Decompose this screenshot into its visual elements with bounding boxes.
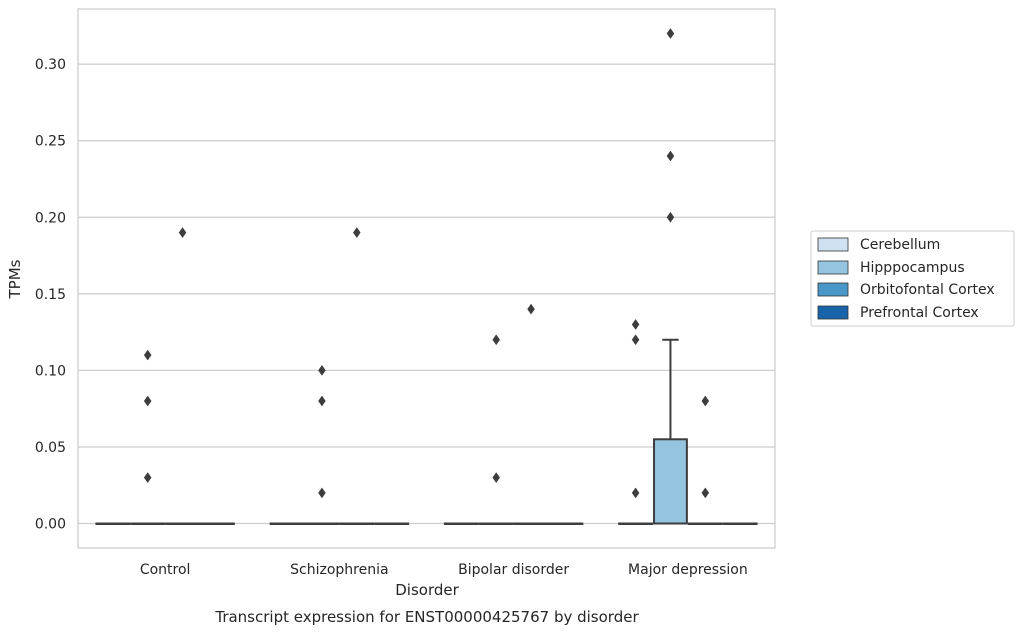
legend-label-orbitofrontal: Orbitofontal Cortex <box>860 282 995 298</box>
legend-swatch-hippocampus <box>817 260 849 275</box>
y-tick-label: 0.30 <box>35 57 66 73</box>
outlier-point <box>527 303 535 315</box>
outlier-point <box>143 395 152 407</box>
x-tick-labels: Control Schizophrenia Bipolar disorder Majo… <box>140 562 748 578</box>
outlier-point <box>318 395 326 407</box>
box-schizophrenia-hipppocampus <box>304 364 340 525</box>
outlier-point <box>143 472 152 483</box>
outlier-point <box>631 319 640 330</box>
outlier-point <box>143 349 152 361</box>
box-control-cerebellum <box>95 522 131 525</box>
legend-swatch-cerebellum <box>817 237 849 252</box>
box-bipolar-disorder-orbitofontal-cortex <box>513 303 549 525</box>
box-major-depression-orbitofontal-cortex <box>687 395 723 525</box>
y-tick-label: 0.25 <box>35 134 66 150</box>
box-marks <box>95 28 758 525</box>
outlier-point <box>631 334 640 346</box>
outlier-point <box>178 227 187 238</box>
legend: Cerebellum Hipppocampus Orbitofontal Cor… <box>810 230 1015 327</box>
x-tick-label-schizophrenia: Schizophrenia <box>290 562 388 578</box>
legend-frame <box>810 230 1015 327</box>
box-control-hipppocampus <box>130 349 166 525</box>
y-tick-label: 0.00 <box>35 517 66 533</box>
outlier-point <box>666 28 675 39</box>
outlier-point <box>701 487 710 499</box>
outlier-point <box>318 364 326 376</box>
box-major-depression-hipppocampus <box>653 28 688 525</box>
outlier-point <box>492 334 501 346</box>
legend-swatch-prefrontal <box>817 305 849 320</box>
y-tick-labels: 0.00 0.05 0.10 0.15 0.20 0.25 0.30 <box>35 57 66 532</box>
box-bipolar-disorder-prefrontal-cortex <box>548 522 584 525</box>
x-tick-label-major-depression: Major depression <box>628 562 748 578</box>
chart-title: Transcript expression for ENST0000042576… <box>214 608 639 626</box>
x-tick-label-control: Control <box>140 562 191 578</box>
plot-area-frame <box>77 8 776 549</box>
outlier-point <box>701 395 710 407</box>
legend-label-cerebellum: Cerebellum <box>860 237 940 253</box>
box-schizophrenia-cerebellum <box>269 522 305 525</box>
outlier-point <box>666 150 675 162</box>
legend-swatch-orbitofrontal <box>817 282 849 297</box>
outlier-point <box>492 472 501 483</box>
box-bipolar-disorder-hipppocampus <box>478 334 514 525</box>
y-tick-label: 0.10 <box>35 363 66 379</box>
box-schizophrenia-orbitofontal-cortex <box>339 227 375 525</box>
box-major-depression-cerebellum <box>618 319 654 525</box>
box-major-depression-prefrontal-cortex <box>722 522 758 525</box>
x-axis-label: Disorder <box>395 581 459 599</box>
y-tick-label: 0.15 <box>35 287 66 303</box>
box-schizophrenia-prefrontal-cortex <box>374 522 410 525</box>
y-axis-label: TPMs <box>6 259 24 299</box>
x-tick-label-bipolar-disorder: Bipolar disorder <box>458 562 569 578</box>
outlier-point <box>666 211 675 223</box>
outlier-point <box>352 227 361 238</box>
y-tick-label: 0.20 <box>35 210 66 226</box>
outlier-point <box>631 487 640 499</box>
legend-label-hippocampus: Hipppocampus <box>860 260 965 276</box>
box-bipolar-disorder-cerebellum <box>443 522 479 525</box>
box-control-orbitofontal-cortex <box>165 227 200 525</box>
box-body <box>653 438 688 525</box>
legend-label-prefrontal: Prefrontal Cortex <box>860 305 979 321</box>
outlier-point <box>318 487 326 499</box>
box-control-prefrontal-cortex <box>199 522 235 525</box>
y-tick-label: 0.05 <box>35 440 66 456</box>
